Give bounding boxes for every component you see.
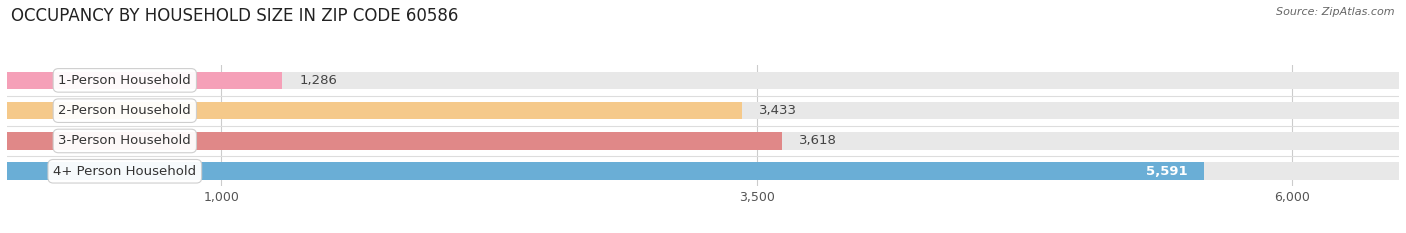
Text: 1,286: 1,286 (299, 74, 337, 87)
Bar (7, 72, 1399, 89)
Text: 5,591: 5,591 (1146, 165, 1187, 178)
Bar (7, 132, 782, 150)
Text: 1-Person Household: 1-Person Household (59, 74, 191, 87)
Text: 4+ Person Household: 4+ Person Household (53, 165, 197, 178)
Text: 3,618: 3,618 (799, 134, 837, 147)
Text: 2-Person Household: 2-Person Household (59, 104, 191, 117)
Bar (7, 162, 1205, 180)
Bar (7, 162, 1399, 180)
Text: 3,433: 3,433 (759, 104, 797, 117)
Bar (7, 102, 1399, 120)
Bar (7, 132, 1399, 150)
Text: OCCUPANCY BY HOUSEHOLD SIZE IN ZIP CODE 60586: OCCUPANCY BY HOUSEHOLD SIZE IN ZIP CODE … (11, 7, 458, 25)
Bar (7, 72, 283, 89)
Text: 3-Person Household: 3-Person Household (59, 134, 191, 147)
Text: Source: ZipAtlas.com: Source: ZipAtlas.com (1277, 7, 1395, 17)
Bar (7, 102, 742, 120)
